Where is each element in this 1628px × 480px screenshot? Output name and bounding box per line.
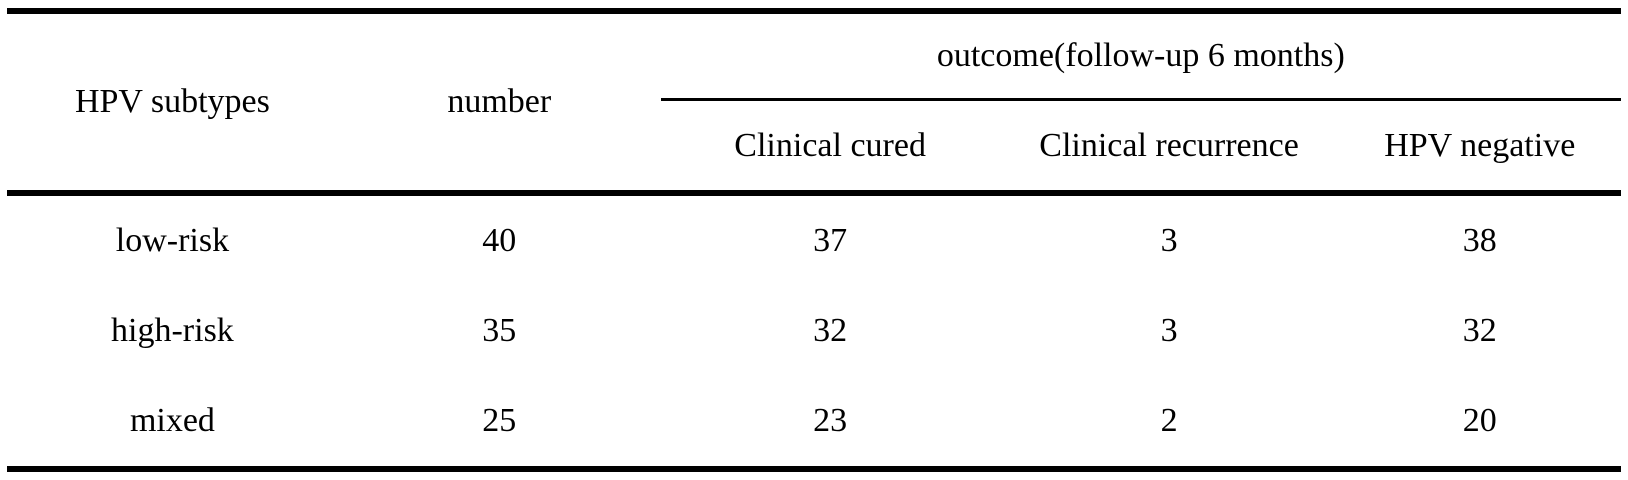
hpv-outcomes-table: HPV subtypes number outcome(follow-up 6 … <box>7 8 1621 472</box>
header-hpv-subtypes: HPV subtypes <box>74 83 270 120</box>
header-subhead-row: Clinical cured Clinical recurrence HPV n… <box>7 100 1621 194</box>
cell-clinical-recurrence: 3 <box>1160 312 1178 349</box>
cell-hpv-negative: 20 <box>1462 402 1497 439</box>
table-body: low-risk 40 37 3 38 high-risk 35 32 3 32… <box>7 193 1621 469</box>
cell-clinical-cured: 37 <box>813 222 848 259</box>
table-row-low-risk: low-risk 40 37 3 38 <box>7 193 1621 286</box>
cell-hpv-negative: 32 <box>1462 312 1497 349</box>
row-label: high-risk <box>111 312 234 349</box>
header-number: number <box>447 83 552 120</box>
cell-number: 25 <box>482 402 517 439</box>
row-label: low-risk <box>115 222 230 259</box>
header-clinical-cured: Clinical cured <box>734 126 926 164</box>
cell-number: 40 <box>482 222 517 259</box>
header-outcome-group: outcome(follow-up 6 months) <box>660 11 1621 101</box>
table-row-mixed: mixed 25 23 2 20 <box>7 376 1621 469</box>
header-hpv-negative: HPV negative <box>1384 126 1576 164</box>
cell-hpv-negative: 38 <box>1462 222 1497 259</box>
cell-clinical-recurrence: 3 <box>1160 222 1178 259</box>
table-header: HPV subtypes number outcome(follow-up 6 … <box>7 11 1621 193</box>
cell-clinical-recurrence: 2 <box>1160 402 1178 439</box>
cell-clinical-cured: 23 <box>813 402 848 439</box>
table-row-high-risk: high-risk 35 32 3 32 <box>7 286 1621 376</box>
cell-clinical-cured: 32 <box>813 312 848 349</box>
header-group-row: HPV subtypes number outcome(follow-up 6 … <box>7 11 1621 120</box>
cell-number: 35 <box>482 312 517 349</box>
row-label: mixed <box>129 402 215 439</box>
header-clinical-recurrence: Clinical recurrence <box>1039 126 1299 164</box>
